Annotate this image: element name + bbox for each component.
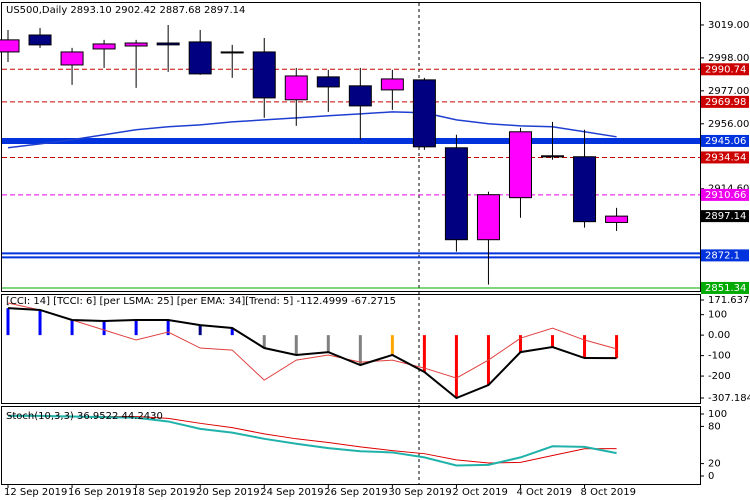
- y-tick-label: 0: [708, 471, 714, 482]
- level-label: 2945.06: [705, 136, 746, 147]
- level-label-box: [701, 188, 749, 201]
- stoch-title: Stoch(10,3,3) 36.9522 44.2430: [6, 411, 163, 422]
- level-label-box: [701, 249, 749, 262]
- level-label: 2969.98: [705, 97, 746, 108]
- y-tick-label: 100: [708, 310, 727, 321]
- y-tick-label: 0.00: [708, 330, 730, 341]
- y-tick-label: 80: [708, 421, 721, 432]
- y-tick-label: 2956.00: [708, 119, 749, 130]
- candle-body: [573, 156, 597, 223]
- candle-body: [0, 39, 20, 53]
- level-label: 2872.1: [705, 250, 740, 261]
- level-label-box: [701, 151, 749, 164]
- candle-body: [380, 78, 404, 91]
- candle-body: [444, 147, 468, 241]
- candle-body: [348, 85, 372, 107]
- y-tick-label: 20: [708, 459, 721, 470]
- x-tick-label: 8 Oct 2019: [581, 487, 636, 498]
- candle-body: [92, 43, 116, 50]
- x-tick-label: 12 Sep 2019: [4, 487, 67, 498]
- level-label-box: [701, 63, 749, 76]
- indicator-line: [8, 414, 617, 467]
- cci-panel: [1, 294, 701, 404]
- candle-body: [316, 76, 340, 88]
- stoch-panel: [1, 406, 701, 485]
- y-tick-label: -307.1842: [708, 393, 750, 404]
- candle-body: [252, 51, 276, 99]
- y-tick-label: 3019.00: [708, 20, 749, 31]
- last-price-box: [701, 210, 749, 223]
- candle-body: [605, 215, 629, 223]
- candle-body: [541, 155, 565, 158]
- x-tick-label: 30 Sep 2019: [388, 487, 451, 498]
- y-tick-label: 171.6374: [708, 295, 750, 306]
- x-tick-label: 26 Sep 2019: [324, 487, 387, 498]
- cci-title: [CCI: 14] [TCCI: 6] [per LSMA: 25] [per …: [6, 296, 396, 307]
- level-label-box: [701, 95, 749, 108]
- y-tick-label: -100: [708, 351, 731, 362]
- price-panel: [1, 2, 701, 292]
- candle-body: [124, 42, 148, 47]
- indicator-line: [7, 307, 617, 400]
- x-tick-label: 4 Oct 2019: [516, 487, 571, 498]
- plot: 3019.002998.002977.002956.002914.602990.…: [0, 20, 750, 498]
- x-tick-label: 20 Sep 2019: [196, 487, 259, 498]
- indicator-line: [7, 302, 617, 381]
- level-label: 2934.54: [705, 152, 746, 163]
- candle-body: [284, 75, 308, 101]
- last-price-label: 2897.14: [705, 211, 746, 222]
- candle-body: [156, 42, 180, 46]
- y-tick-label: -200: [708, 371, 731, 382]
- y-tick-label: 2977.00: [708, 86, 749, 97]
- level-label-box: [701, 281, 749, 294]
- x-tick-label: 2 Oct 2019: [452, 487, 507, 498]
- candle-body: [508, 131, 532, 199]
- candle-body: [60, 51, 84, 66]
- level-label: 2910.66: [705, 190, 746, 201]
- y-tick-label: 100: [708, 409, 727, 420]
- y-tick-label: 2998.00: [708, 53, 749, 64]
- candle-body: [412, 79, 436, 148]
- candle-body: [188, 41, 212, 75]
- level-label: 2851.34: [705, 283, 746, 294]
- x-tick-label: 16 Sep 2019: [68, 487, 131, 498]
- level-label-box: [701, 134, 749, 147]
- candle-body: [28, 34, 52, 46]
- x-tick-label: 18 Sep 2019: [132, 487, 195, 498]
- x-tick-label: 24 Sep 2019: [260, 487, 323, 498]
- moving-average: [7, 111, 617, 149]
- level-label: 2990.74: [705, 64, 746, 75]
- candle-body: [220, 51, 244, 54]
- candle-body: [476, 194, 500, 241]
- price-title: US500,Daily 2893.10 2902.42 2887.68 2897…: [6, 5, 245, 16]
